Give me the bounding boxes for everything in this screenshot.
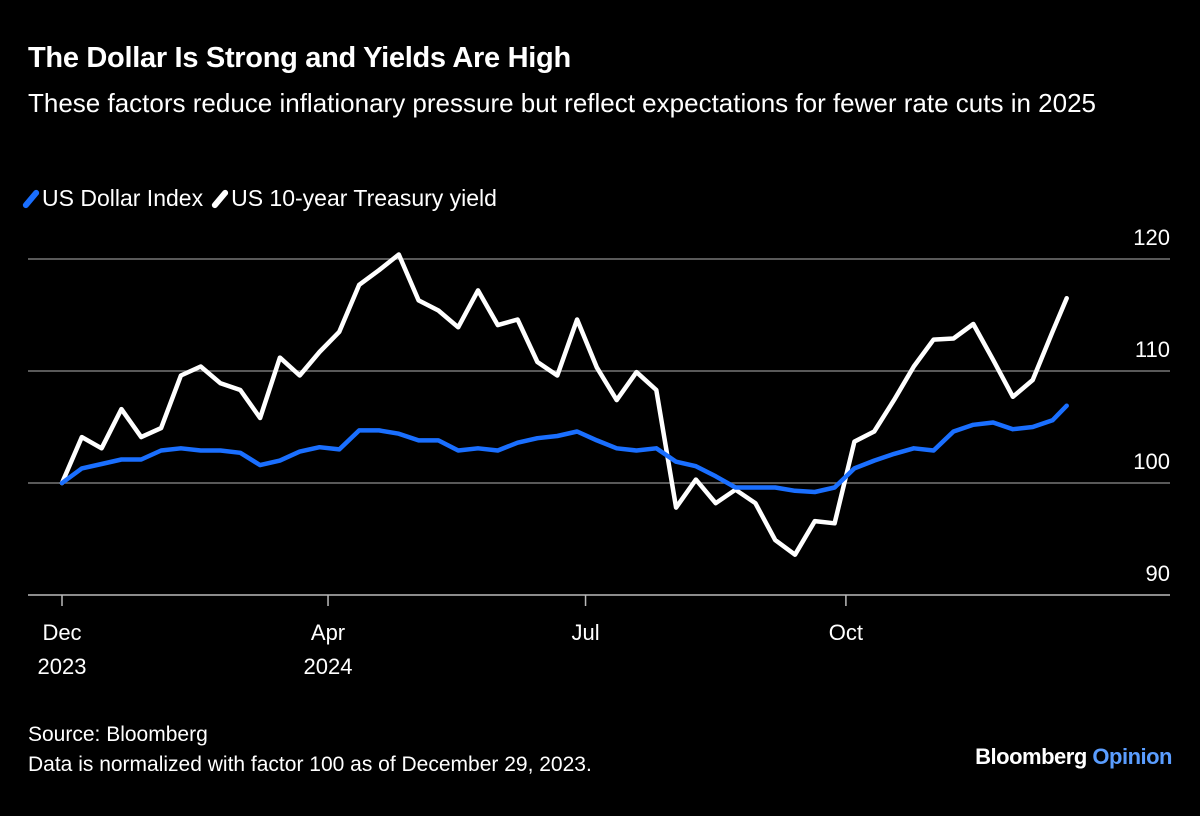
chart-title: The Dollar Is Strong and Yields Are High — [28, 42, 571, 74]
bloomberg-opinion-logo: Bloomberg Opinion — [975, 744, 1172, 770]
y-tick-label-110: 110 — [1135, 337, 1170, 362]
legend-label-dollar: US Dollar Index — [42, 185, 204, 211]
footer: Source: Bloomberg Data is normalized wit… — [28, 720, 592, 780]
legend-item-yield: US 10-year Treasury yield — [210, 185, 497, 212]
x-tick-label-Dec: Dec — [42, 620, 81, 645]
series-line-10y-treasury-yield — [59, 252, 1069, 557]
y-tick-label-100: 100 — [1133, 449, 1170, 474]
x-tick-label-Apr: Apr — [311, 620, 345, 645]
normalization-note: Data is normalized with factor 100 as of… — [28, 753, 592, 776]
chart-subtitle: These factors reduce inflationary pressu… — [28, 88, 1096, 118]
y-tick-label-90: 90 — [1146, 561, 1170, 586]
x-tick-label-Jul: Jul — [571, 620, 599, 645]
logo-sub: Opinion — [1092, 744, 1172, 769]
x-tick-sublabel-2024: 2024 — [304, 654, 353, 679]
legend-label-yield: US 10-year Treasury yield — [231, 185, 497, 211]
x-tick-sublabel-2023: 2023 — [38, 654, 87, 679]
x-tick-label-Oct: Oct — [829, 620, 863, 645]
legend: US Dollar Index US 10-year Treasury yiel… — [21, 185, 497, 212]
logo-main: Bloomberg — [975, 744, 1087, 769]
legend-item-dollar: US Dollar Index — [21, 185, 204, 212]
y-tick-label-120: 120 — [1133, 225, 1170, 250]
series-line-us-dollar-index — [59, 403, 1069, 495]
source-note: Source: Bloomberg — [28, 723, 208, 746]
